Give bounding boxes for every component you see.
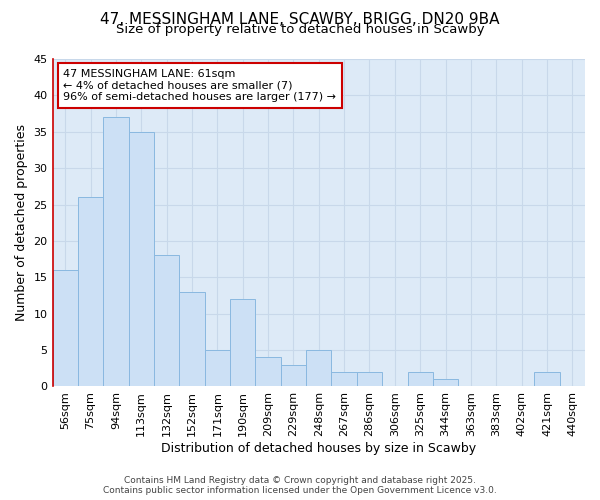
Text: Contains HM Land Registry data © Crown copyright and database right 2025.
Contai: Contains HM Land Registry data © Crown c… [103, 476, 497, 495]
Bar [407, 372, 433, 386]
Bar [154, 256, 179, 386]
X-axis label: Distribution of detached houses by size in Scawby: Distribution of detached houses by size … [161, 442, 476, 455]
Bar [357, 372, 382, 386]
Bar [534, 372, 560, 386]
Bar [256, 358, 281, 386]
Bar [433, 379, 458, 386]
Bar [53, 270, 78, 386]
Bar [306, 350, 331, 387]
Bar [230, 299, 256, 386]
Bar [281, 364, 306, 386]
Bar [205, 350, 230, 387]
Y-axis label: Number of detached properties: Number of detached properties [15, 124, 28, 321]
Bar [128, 132, 154, 386]
Bar [331, 372, 357, 386]
Text: 47 MESSINGHAM LANE: 61sqm
← 4% of detached houses are smaller (7)
96% of semi-de: 47 MESSINGHAM LANE: 61sqm ← 4% of detach… [63, 69, 336, 102]
Text: Size of property relative to detached houses in Scawby: Size of property relative to detached ho… [116, 22, 484, 36]
Text: 47, MESSINGHAM LANE, SCAWBY, BRIGG, DN20 9BA: 47, MESSINGHAM LANE, SCAWBY, BRIGG, DN20… [100, 12, 500, 28]
Bar [103, 117, 128, 386]
Bar [78, 198, 103, 386]
Bar [179, 292, 205, 386]
